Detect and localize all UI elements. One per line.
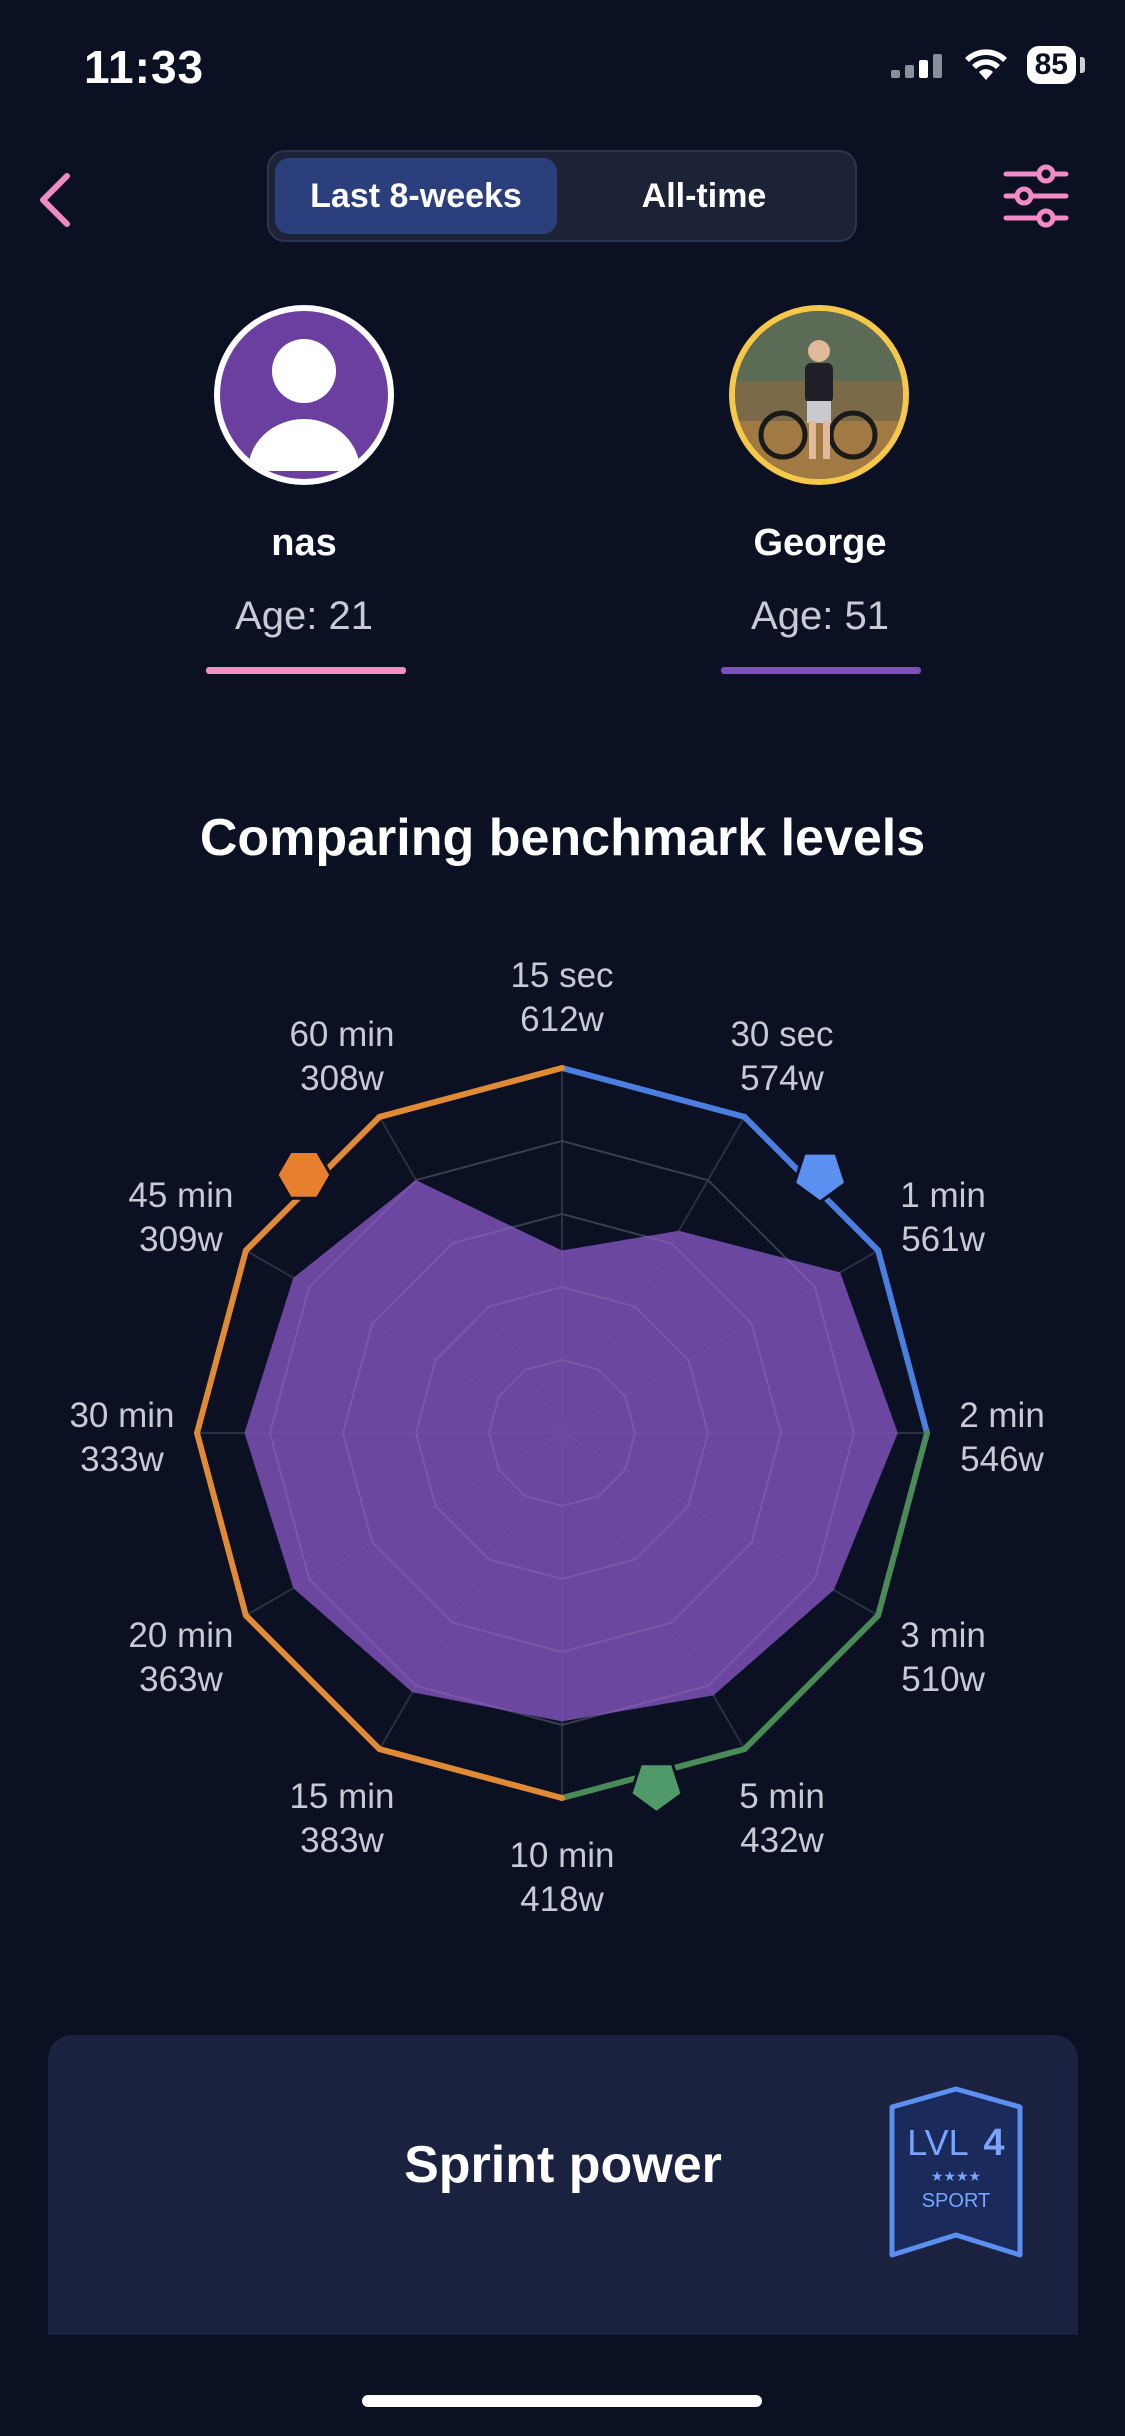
radar-level-marker-0 [792,1151,848,1204]
axis-label-duration-0: 15 sec [510,956,613,995]
radar-outer-segment-9 [194,1247,249,1436]
axis-label-duration-5: 5 min [739,1777,825,1816]
sprint-power-card[interactable]: Sprint power LVL 4 ★★★★ SPORT [48,2035,1078,2335]
radar-grid-overlay-1 [487,1358,637,1508]
axis-label-watts-5: 432w [740,1821,824,1860]
benchmark-radar-chart: 15 sec 612w 30 sec 574w 1 min 561w 2 min 546w 3 … [69,956,1045,1919]
radar-outer-segment-3 [875,1430,930,1619]
axis-label-duration-4: 3 min [900,1616,986,1655]
profile-underline-george [721,667,921,674]
status-icons: 85 [890,46,1085,84]
profile-name-george: George [753,522,887,564]
profile-age-nas: Age: 21 [235,594,373,638]
cellular-signal-icon [890,54,942,78]
radar-grid-overlay-4 [268,1139,856,1727]
axis-label-duration-3: 2 min [959,1396,1045,1435]
time-range-segmented-control: Last 8-weeks All-time [267,150,857,242]
axis-label-watts-7: 383w [300,1821,384,1860]
radar-outer-segment-7 [242,1612,383,1753]
chart-title: Comparing benchmark levels [199,809,926,867]
badge-label: SPORT [922,2190,991,2212]
axis-label-watts-2: 561w [901,1220,985,1259]
axis-label-watts-3: 546w [960,1440,1044,1479]
avatar-nas[interactable] [214,305,394,485]
status-time: 11:33 [84,41,205,93]
radar-outer-segment-8 [194,1430,249,1619]
radar-outer-segment-4 [741,1612,882,1753]
radar-grid-overlay-2 [414,1285,710,1581]
axis-label-duration-7: 15 min [289,1777,394,1816]
badge-stars: ★★★★ [931,2169,981,2185]
radar-level-marker-1 [629,1762,684,1815]
badge-level-text: LVL [907,2122,968,2163]
radar-outer-segment-0 [559,1065,748,1120]
profile-age-george: Age: 51 [751,594,889,638]
tab-last-8-weeks[interactable]: Last 8-weeks [275,158,557,234]
home-indicator[interactable] [362,2395,762,2407]
axis-label-watts-9: 333w [80,1440,164,1479]
axis-label-duration-10: 45 min [128,1176,233,1215]
radar-outer-segment-2 [875,1247,930,1436]
back-button[interactable] [20,160,90,240]
radar-level-marker-2 [275,1150,333,1200]
axis-label-duration-11: 60 min [289,1015,394,1054]
axis-label-duration-8: 20 min [128,1616,233,1655]
card-title: Sprint power [404,2136,722,2194]
radar-grid-overlay-3 [341,1212,783,1654]
axis-label-watts-10: 309w [139,1220,223,1259]
profile-underline-nas [206,667,406,674]
filter-button[interactable] [1000,160,1080,240]
sliders-icon [1003,164,1069,228]
axis-label-duration-1: 30 sec [730,1015,833,1054]
battery-level: 85 [1026,46,1076,84]
axis-label-duration-2: 1 min [900,1176,986,1215]
profile-photo-icon [735,311,903,479]
radar-outer-segment-6 [376,1746,565,1801]
axis-label-watts-1: 574w [740,1059,824,1098]
avatar-george[interactable] [729,305,909,485]
axis-label-duration-6: 10 min [509,1836,614,1875]
axis-label-watts-4: 510w [901,1660,985,1699]
axis-label-watts-11: 308w [300,1059,384,1098]
battery-icon [1080,57,1085,73]
chevron-left-icon [40,173,70,227]
axis-label-watts-8: 363w [139,1660,223,1699]
wifi-icon [964,49,1007,80]
axis-label-watts-6: 418w [520,1880,604,1919]
user-icon [248,339,360,471]
radar-data-area [244,1180,898,1722]
level-badge-icon: LVL 4 ★★★★ SPORT [889,2086,1023,2258]
profile-name-nas: nas [271,522,337,564]
radar-outer-segment-11 [376,1065,565,1120]
axis-label-duration-9: 30 min [69,1396,174,1435]
badge-level-number: 4 [983,2122,1004,2164]
axis-label-watts-0: 612w [520,1000,604,1039]
tab-all-time[interactable]: All-time [641,176,767,215]
